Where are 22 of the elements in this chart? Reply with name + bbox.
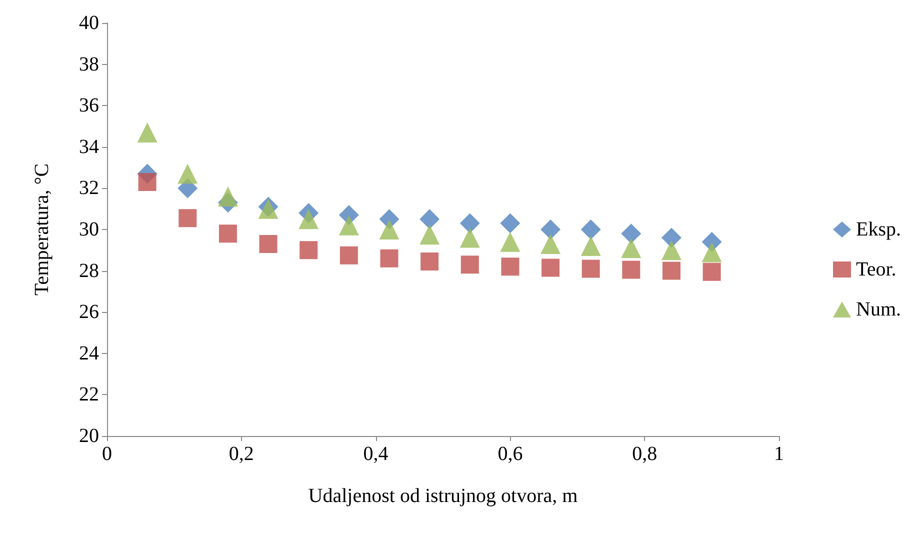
- y-tick-label: 24: [79, 342, 99, 364]
- legend-label: Num.: [856, 298, 901, 320]
- y-tick-label: 30: [79, 218, 99, 240]
- y-axis-title: Temperatura, °C: [31, 163, 53, 296]
- x-tick-label: 0,8: [632, 443, 658, 465]
- x-tick-label: 1: [774, 443, 784, 465]
- legend-label: Teor.: [856, 258, 896, 280]
- x-tick-label: 0,2: [228, 443, 254, 465]
- x-axis-title: Udaljenost od istrujnog otvora, m: [308, 485, 578, 507]
- y-tick-label: 36: [79, 94, 99, 117]
- y-tick-label: 38: [79, 53, 99, 76]
- y-tick-label: 26: [79, 301, 99, 324]
- y-tick-label: 32: [79, 177, 99, 200]
- x-tick-label: 0,4: [363, 443, 388, 465]
- y-tick-label: 40: [79, 12, 99, 34]
- x-tick-label: 0,6: [498, 443, 523, 465]
- y-tick-label: 22: [79, 384, 99, 406]
- y-tick-label: 28: [79, 260, 99, 282]
- y-tick-label: 20: [79, 425, 99, 447]
- legend-label: Eksp.: [856, 218, 901, 240]
- y-tick-label: 34: [79, 136, 99, 158]
- x-tick-label: 0: [102, 443, 112, 465]
